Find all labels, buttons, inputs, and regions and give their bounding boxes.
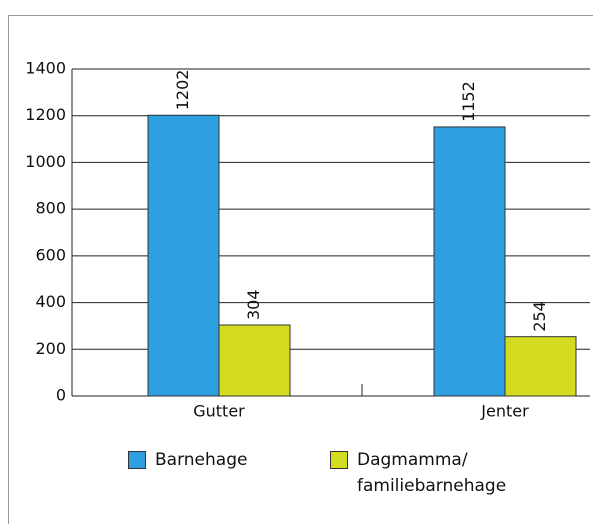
legend-swatch — [330, 451, 348, 469]
data-label: 304 — [244, 289, 263, 320]
x-tick-label: Gutter — [193, 402, 245, 421]
bar — [147, 114, 220, 397]
y-tick-label: 800 — [35, 199, 66, 218]
y-tick-label: 200 — [35, 339, 66, 358]
y-tick-label: 1200 — [25, 105, 66, 124]
frame — [8, 15, 593, 524]
data-label: 1202 — [173, 70, 192, 111]
y-tick-label: 0 — [56, 386, 66, 405]
legend-swatch — [128, 451, 146, 469]
y-tick-label: 400 — [35, 292, 66, 311]
x-tick-label: Jenter — [480, 402, 529, 421]
data-label: 254 — [530, 301, 549, 332]
data-label: 1152 — [459, 81, 478, 122]
y-tick-label: 600 — [35, 245, 66, 264]
y-tick-label: 1000 — [25, 152, 66, 171]
legend-label: Dagmamma/ familiebarnehage — [357, 450, 507, 496]
bar — [504, 336, 577, 397]
y-tick-label: 1400 — [25, 59, 66, 78]
legend-label: Barnehage — [155, 450, 248, 470]
bar — [218, 324, 291, 397]
bar — [433, 126, 506, 397]
